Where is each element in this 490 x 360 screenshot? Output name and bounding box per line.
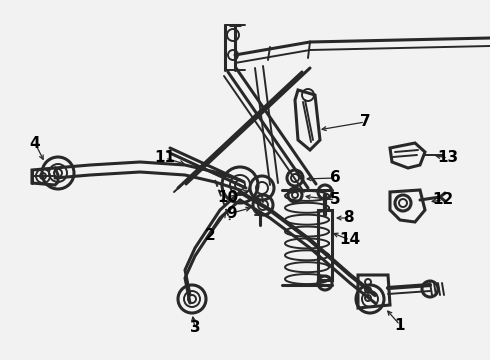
Text: 10: 10 — [218, 189, 239, 204]
Text: 3: 3 — [190, 320, 200, 336]
Text: 2: 2 — [205, 228, 216, 243]
Text: 6: 6 — [330, 171, 341, 185]
Text: 1: 1 — [395, 318, 405, 333]
Text: 13: 13 — [438, 150, 459, 166]
Text: 4: 4 — [30, 135, 40, 150]
Text: 14: 14 — [340, 233, 361, 248]
Text: 7: 7 — [360, 114, 370, 130]
Text: 9: 9 — [227, 206, 237, 220]
Text: 11: 11 — [154, 150, 175, 166]
Text: 12: 12 — [432, 193, 454, 207]
Text: 8: 8 — [343, 211, 353, 225]
Text: 5: 5 — [330, 193, 341, 207]
